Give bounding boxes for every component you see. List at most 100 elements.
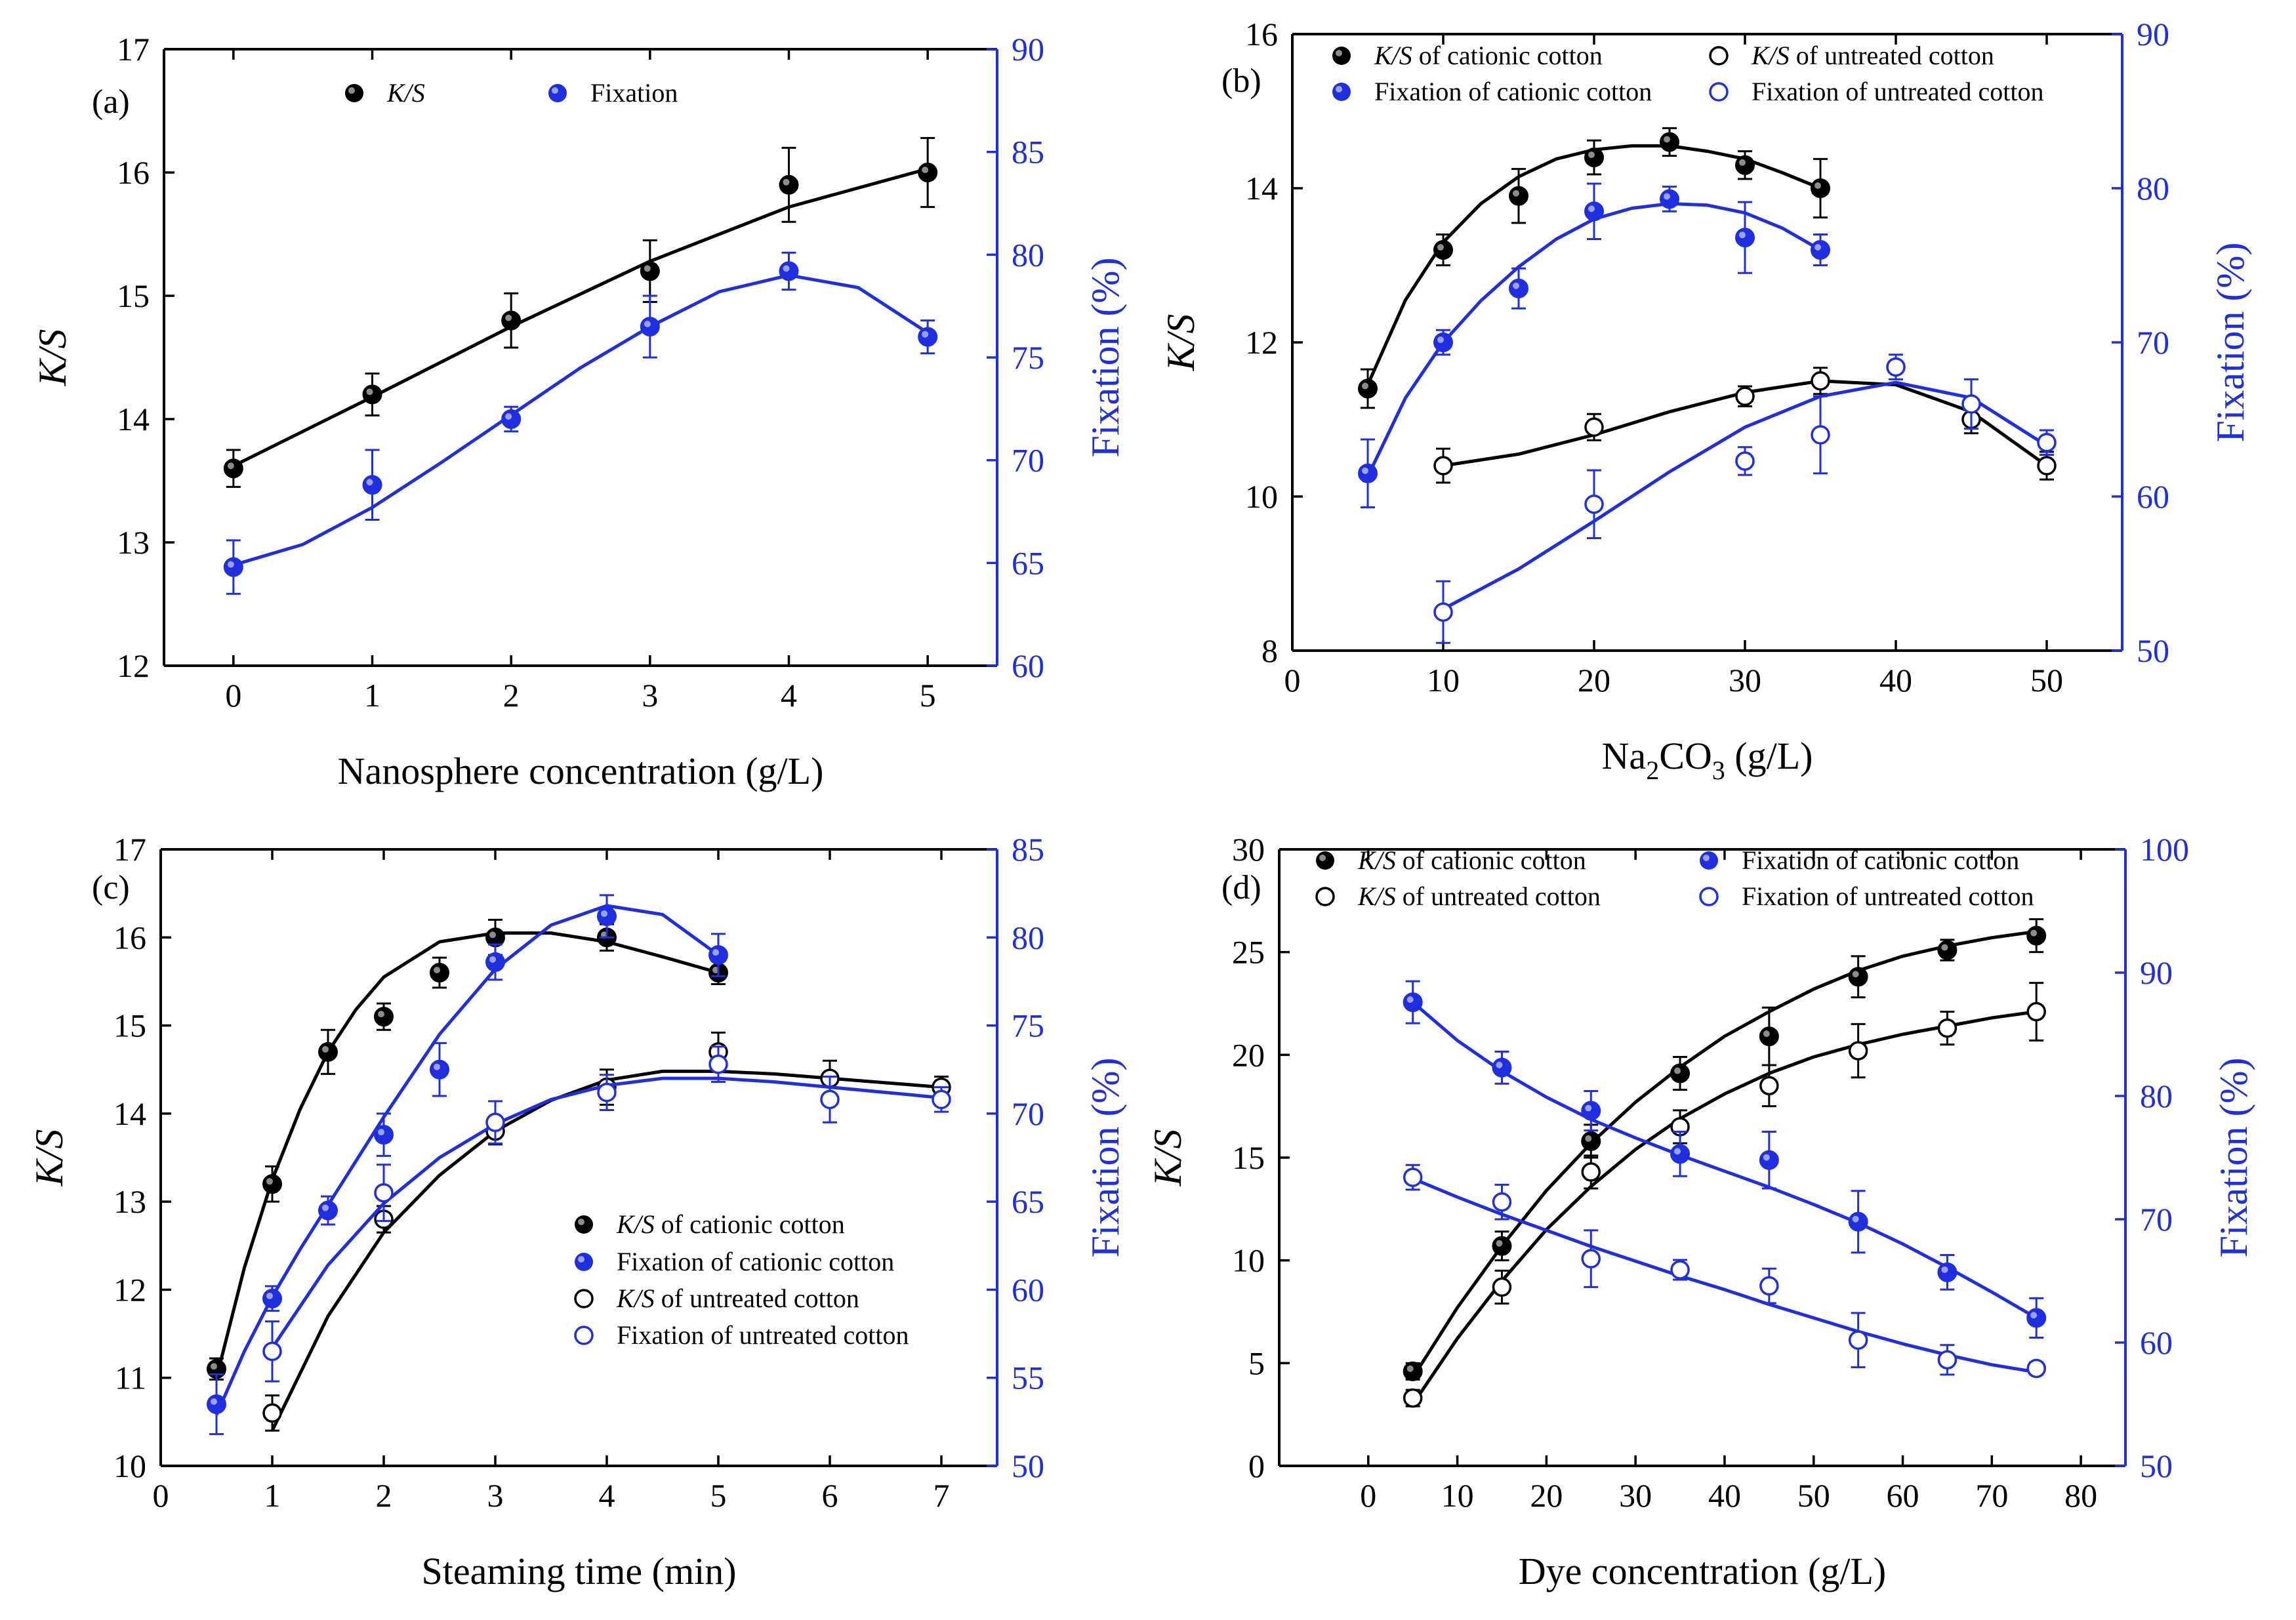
x-tick-label: 6 (822, 1477, 838, 1514)
x-tick-label: 30 (1729, 662, 1761, 699)
y-right-tick-label: 60 (1012, 1271, 1044, 1308)
fit-curve (1412, 1177, 2037, 1374)
data-point (2037, 456, 2057, 476)
x-tick-label: 10 (1441, 1477, 1474, 1514)
y-right-tick-label: 65 (1012, 1183, 1044, 1220)
x-tick-label: 0 (1284, 662, 1301, 699)
legend-label: K/S of cationic cotton (1374, 41, 1603, 70)
y-left-tick-label: 12 (113, 1271, 146, 1308)
legend-label: K/S of cationic cotton (1357, 845, 1586, 875)
y-left-tick-label: 15 (1232, 1139, 1265, 1176)
legend-label-text: of cationic cotton (655, 1209, 845, 1239)
data-point (640, 317, 660, 336)
series-fixation-of-untreated-cotton (1433, 354, 2057, 644)
x-tick-label: 0 (1360, 1477, 1376, 1514)
data-point (2026, 1358, 2046, 1379)
y-left-tick-label: 14 (1245, 170, 1278, 207)
legend-marker-highlight (578, 1219, 584, 1225)
data-point-highlight (1513, 190, 1519, 197)
x-tick-label: 0 (153, 1477, 169, 1514)
legend-label-text: of untreated cotton (1396, 881, 1601, 911)
x-tick-label: 1 (364, 677, 380, 714)
data-point (1403, 1361, 1423, 1381)
data-point (374, 1183, 394, 1203)
y-right-tick-label: 90 (2137, 16, 2169, 52)
legend-entry: Fixation of cationic cotton (1332, 77, 1652, 106)
legend-label-text: Fixation of cationic cotton (1374, 77, 1652, 106)
y-right-tick-label: 80 (2137, 170, 2169, 207)
data-point (1492, 1057, 1512, 1078)
legend-label-italic: K/S (1357, 881, 1396, 911)
x-axis-label-text: Na (1602, 735, 1647, 777)
y-right-tick-label: 90 (1012, 31, 1044, 68)
data-point (2037, 433, 2057, 453)
data-point (1937, 940, 1958, 960)
x-tick-label: 30 (1619, 1477, 1652, 1514)
legend-label-text: of untreated cotton (1790, 41, 1994, 70)
data-point (262, 1403, 282, 1423)
data-point (1660, 132, 1679, 152)
data-point (1358, 463, 1378, 483)
data-point (262, 1341, 282, 1362)
data-point (1433, 602, 1453, 622)
data-point (1670, 1144, 1691, 1164)
legend-marker-highlight (1319, 855, 1326, 861)
data-point (1509, 186, 1528, 206)
data-point (1670, 1260, 1690, 1280)
y-right-tick-label: 55 (1012, 1360, 1044, 1396)
x-tick-label: 60 (1887, 1477, 1919, 1514)
data-point-highlight (378, 1129, 384, 1136)
data-point (1937, 1350, 1958, 1370)
data-point-highlight (366, 388, 373, 395)
series-k-s-of-untreated-cotton (1403, 982, 2046, 1408)
legend-marker-highlight (348, 87, 355, 94)
data-point-highlight (434, 967, 440, 973)
x-tick-label: 5 (920, 677, 936, 714)
data-point-highlight (1437, 336, 1444, 343)
y-right-tick-label: 80 (1012, 236, 1044, 273)
data-point (2026, 925, 2047, 946)
data-point (1937, 1018, 1958, 1038)
x-tick-label: 3 (487, 1477, 504, 1514)
data-point (1509, 278, 1528, 298)
x-tick-label: 40 (1708, 1477, 1741, 1514)
legend-marker-highlight (1336, 86, 1342, 92)
y-left-tick-label: 12 (1245, 324, 1278, 361)
legend-marker (548, 84, 567, 102)
data-point-highlight (1664, 193, 1670, 200)
legend-label: K/S of untreated cotton (1357, 881, 1601, 911)
x-tick-label: 70 (1975, 1477, 2008, 1514)
y-left-tick-label: 8 (1261, 632, 1278, 669)
data-point (1937, 1262, 1958, 1282)
data-point-highlight (1585, 1135, 1592, 1142)
series-k-s-of-cationic-cotton (1358, 127, 1830, 409)
x-axis-label: Steaming time (min) (421, 1550, 736, 1592)
data-point-highlight (1674, 1148, 1681, 1155)
data-point-highlight (783, 178, 790, 186)
data-point-highlight (1852, 971, 1859, 978)
data-point (932, 1089, 951, 1110)
legend-entry: K/S of untreated cotton (1709, 41, 1994, 70)
data-point (1581, 1131, 1601, 1151)
x-tick-label: 50 (1797, 1477, 1830, 1514)
y-left-tick-label: 10 (1232, 1242, 1265, 1279)
data-point (1433, 456, 1453, 476)
x-tick-label: 2 (376, 1477, 392, 1514)
data-point (1581, 1101, 1601, 1121)
legend-label-italic: K/S (1357, 845, 1396, 875)
y-left-tick-label: 10 (1245, 478, 1278, 515)
y-left-tick-label: 20 (1232, 1036, 1265, 1073)
y-left-tick-label: 13 (113, 1183, 146, 1220)
series-fixation-of-untreated-cotton (1403, 1164, 2046, 1379)
data-point-highlight (505, 314, 512, 321)
y-left-tick-label: 0 (1248, 1448, 1265, 1484)
data-point (1811, 178, 1830, 198)
y-right-tick-label: 60 (2140, 1324, 2173, 1361)
data-point (708, 945, 728, 965)
y-left-tick-label: 17 (113, 831, 146, 868)
y-right-tick-label: 65 (1012, 544, 1044, 581)
data-point (1759, 1150, 1779, 1170)
data-point (223, 557, 243, 577)
legend-label-text: Fixation of untreated cotton (1752, 77, 2043, 106)
